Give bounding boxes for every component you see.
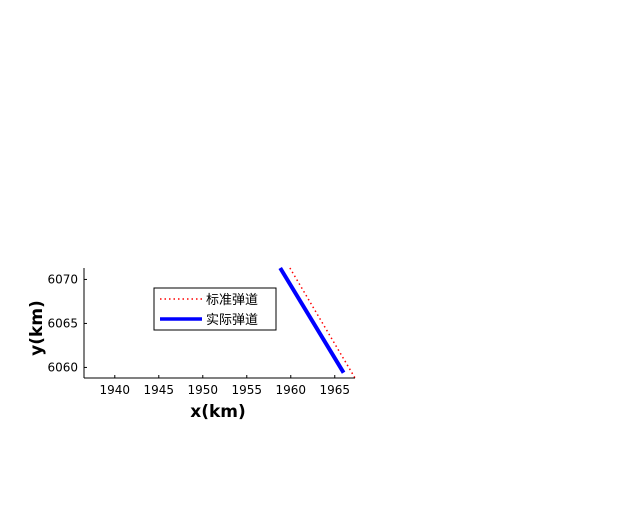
series-layer bbox=[278, 266, 356, 379]
x-tick-label: 1945 bbox=[144, 383, 175, 397]
x-ticks: 1940 1945 1950 1955 1960 1965 bbox=[100, 375, 350, 397]
x-tick-label: 1960 bbox=[275, 383, 306, 397]
series-line-actual bbox=[278, 266, 346, 374]
y-tick-label: 6070 bbox=[47, 272, 78, 286]
y-ticks: 6060 6065 6070 bbox=[47, 272, 87, 374]
legend: 标准弹道 实际弹道 bbox=[153, 287, 277, 331]
legend-label-actual: 实际弹道 bbox=[206, 313, 258, 328]
x-tick-label: 1950 bbox=[188, 383, 219, 397]
y-axis-label: y(km) bbox=[27, 300, 47, 356]
legend-box bbox=[153, 287, 277, 331]
series-line-standard bbox=[289, 267, 356, 379]
y-tick-label: 6065 bbox=[47, 316, 78, 330]
x-tick-label: 1955 bbox=[232, 383, 263, 397]
y-tick-label: 6060 bbox=[47, 360, 78, 374]
legend-label-standard: 标准弹道 bbox=[206, 293, 258, 308]
x-axis-label: x(km) bbox=[190, 402, 246, 422]
x-tick-label: 1940 bbox=[100, 383, 131, 397]
x-tick-label: 1965 bbox=[319, 383, 350, 397]
